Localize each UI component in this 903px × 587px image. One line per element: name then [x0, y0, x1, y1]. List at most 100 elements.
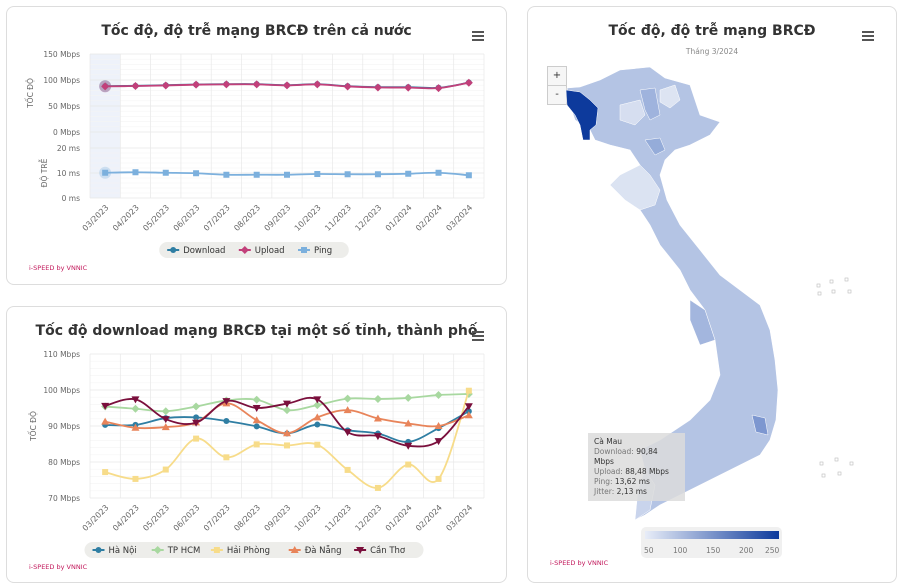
legend-item-hải-phòng[interactable]: Hải Phòng — [210, 545, 270, 556]
data-point — [213, 547, 220, 553]
y-tick-label: 0 Mbps — [53, 128, 80, 137]
map-title: Tốc độ, độ trễ mạng BRCĐ — [608, 23, 816, 39]
legend-item-download[interactable]: Download — [167, 246, 225, 256]
data-point — [434, 438, 443, 446]
x-tick-label: 08/2023 — [232, 503, 262, 533]
tooltip-label: Download: — [594, 447, 634, 456]
data-point — [240, 246, 249, 254]
data-point — [223, 417, 230, 424]
legend-item-tp-hcm[interactable]: TP HCM — [151, 546, 201, 556]
data-point — [343, 429, 352, 437]
legend-box — [84, 542, 424, 558]
data-point — [101, 82, 110, 91]
x-tick-label: 08/2023 — [232, 203, 262, 233]
data-point — [314, 171, 321, 177]
map-tooltip: Cà Mau Download: 90,84 Mbps Upload: 88,4… — [588, 433, 685, 501]
tooltip-ping: 13,62 ms — [614, 477, 650, 486]
chart-title: Tốc độ, độ trễ mạng BRCĐ trên cả nước — [101, 23, 412, 39]
data-point — [314, 441, 321, 448]
data-point — [192, 80, 201, 89]
data-point — [290, 546, 299, 553]
x-tick-label: 05/2023 — [141, 203, 171, 233]
y-tick-label: 110 Mbps — [43, 350, 80, 359]
zoom-in-button[interactable]: + — [547, 66, 567, 86]
y-axis-label: TỐC ĐỘ — [28, 411, 38, 442]
y-tick-label: 0 ms — [62, 194, 80, 203]
legend-label: TP HCM — [167, 546, 201, 556]
data-point — [464, 78, 473, 87]
data-point — [313, 401, 322, 410]
data-point — [343, 394, 352, 403]
data-point — [102, 169, 109, 176]
colorscale-tick: 100 — [673, 546, 688, 555]
data-point — [161, 423, 170, 431]
x-tick-label: 10/2023 — [293, 203, 323, 233]
colorscale-tick: 200 — [739, 546, 754, 555]
data-point — [374, 484, 381, 491]
legend-item-cần-thơ[interactable]: Cần Thơ — [354, 545, 406, 556]
x-tick-label: 03/2023 — [81, 503, 111, 533]
data-point — [373, 395, 382, 403]
data-point — [252, 395, 261, 404]
data-point — [192, 402, 201, 411]
y-tick-label: 20 ms — [57, 144, 80, 153]
data-point — [193, 414, 200, 421]
data-point — [314, 421, 321, 428]
data-point — [356, 547, 365, 554]
data-point — [343, 406, 352, 414]
data-point — [374, 171, 381, 178]
y-tick-label: 100 Mbps — [43, 386, 80, 395]
y-tick-label: 50 Mbps — [48, 102, 80, 111]
data-point — [313, 80, 322, 89]
data-point — [465, 387, 472, 394]
x-tick-label: 07/2023 — [202, 203, 232, 233]
credit-link[interactable]: i-SPEED by VNNIC — [29, 563, 88, 571]
data-point — [284, 171, 290, 178]
x-tick-label: 03/2024 — [444, 503, 474, 533]
x-tick-label: 09/2023 — [263, 503, 293, 533]
data-point — [132, 475, 139, 482]
chart-menu-button[interactable] — [862, 31, 874, 41]
data-point — [223, 171, 230, 178]
data-point — [435, 475, 442, 482]
data-point — [434, 391, 443, 400]
credit-link[interactable]: i-SPEED by VNNIC — [550, 559, 609, 567]
y-axis-label: TỐC ĐỘ — [25, 78, 35, 109]
data-point — [162, 169, 169, 176]
data-point — [252, 416, 261, 424]
legend-box — [159, 242, 349, 258]
x-tick-label: 01/2024 — [384, 503, 414, 533]
zoom-out-button[interactable]: - — [547, 85, 567, 105]
data-point — [192, 419, 201, 427]
tooltip-label: Jitter: — [594, 487, 615, 496]
chart-menu-button[interactable] — [472, 31, 484, 41]
data-point — [153, 546, 162, 554]
tooltip-jitter: 2,13 ms — [616, 487, 647, 496]
data-point — [404, 393, 413, 402]
legend-label: Cần Thơ — [370, 545, 406, 556]
data-point — [253, 423, 260, 430]
credit-link[interactable]: i-SPEED by VNNIC — [29, 264, 88, 272]
data-point — [193, 170, 200, 177]
legend-item-ping[interactable]: Ping — [298, 246, 332, 256]
y-tick-label: 100 Mbps — [43, 76, 80, 85]
legend-label: Đà Nẵng — [305, 545, 342, 556]
data-point — [404, 442, 413, 450]
data-point — [161, 407, 170, 416]
data-point — [283, 81, 291, 90]
x-tick-label: 09/2023 — [263, 203, 293, 233]
x-tick-label: 03/2024 — [444, 203, 474, 233]
x-tick-label: 04/2023 — [111, 203, 141, 233]
data-point — [131, 404, 140, 413]
data-point — [404, 83, 413, 92]
legend-item-upload[interactable]: Upload — [238, 246, 285, 256]
national-speed-chart: 0 Mbps 50 Mbps 100 Mbps 150 Mbps TỐC ĐỘ 0 ms 1… — [25, 50, 485, 258]
data-point — [434, 84, 443, 93]
data-point — [252, 405, 261, 412]
legend-item-đà-nẵng[interactable]: Đà Nẵng — [288, 545, 342, 556]
data-point — [101, 402, 110, 410]
data-point — [131, 396, 140, 404]
chart-menu-button[interactable] — [472, 331, 484, 341]
x-tick-label: 12/2023 — [353, 503, 383, 533]
legend-item-hà-nội[interactable]: Hà Nội — [92, 545, 137, 556]
